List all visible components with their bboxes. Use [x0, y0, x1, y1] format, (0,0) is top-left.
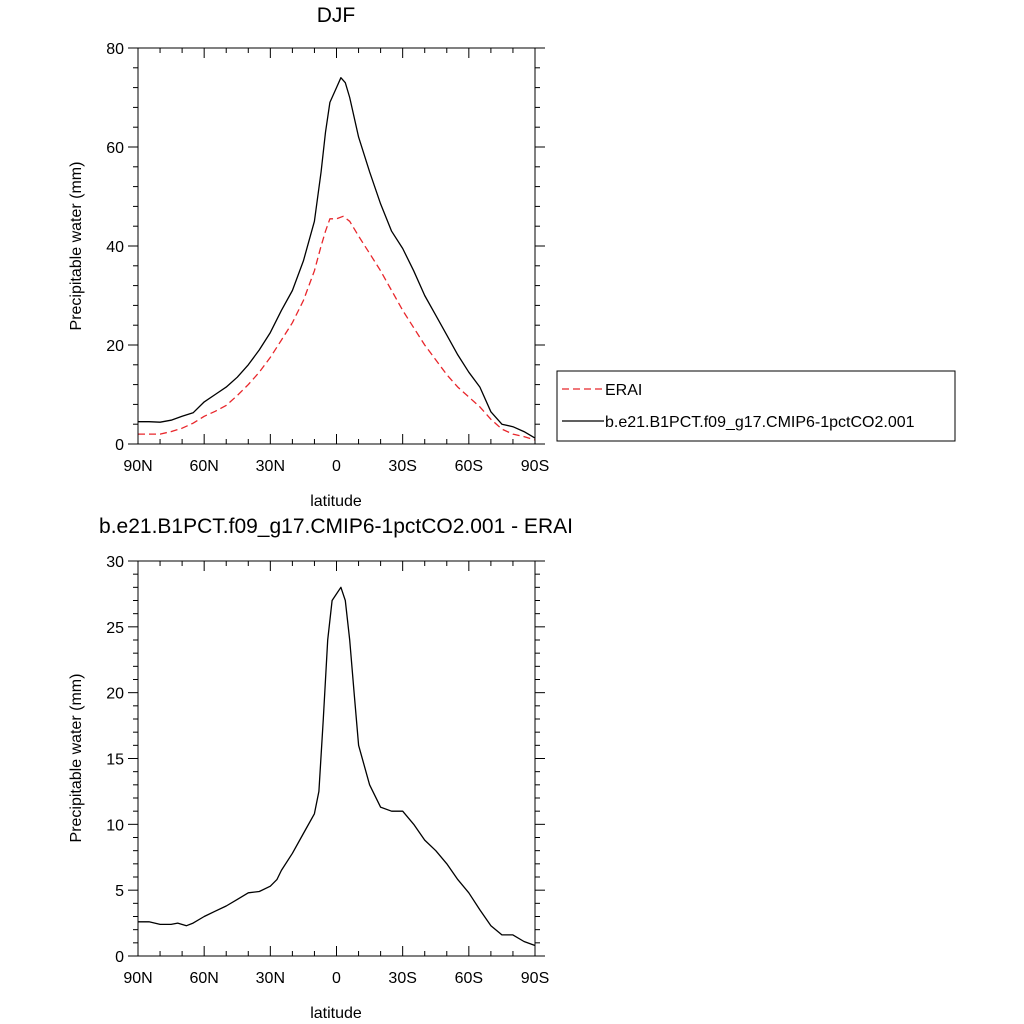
series-line-erai — [138, 215, 536, 441]
legend-box — [556, 370, 956, 442]
x-tick-label: 30N — [256, 970, 285, 987]
y-tick-label: 60 — [106, 140, 124, 157]
series-line-model — [138, 77, 536, 439]
y-tick-label: 0 — [115, 949, 124, 966]
tick-marks — [128, 47, 545, 445]
plot-frame — [137, 560, 536, 957]
y-tick-label: 10 — [106, 817, 124, 834]
difference-chart: b.e21.B1PCT.f09_g17.CMIP6-1pctCO2.001 - … — [68, 515, 573, 1022]
y-tick-label: 80 — [106, 41, 124, 58]
x-tick-label: 0 — [332, 458, 341, 475]
data-lines — [138, 77, 536, 441]
y-tick-label: 0 — [115, 437, 124, 454]
x-tick-labels: 90N 60N 30N 0 30S 60S 90S — [123, 970, 549, 987]
y-tick-label: 20 — [106, 686, 124, 703]
y-tick-label: 40 — [106, 239, 124, 256]
legend-model-label: b.e21.B1PCT.f09_g17.CMIP6-1pctCO2.001 — [605, 414, 915, 431]
y-tick-labels: 0 5 10 15 20 25 30 — [106, 554, 124, 966]
x-tick-label: 90S — [521, 458, 549, 475]
x-axis-label: latitude — [310, 493, 362, 510]
chart-title: b.e21.B1PCT.f09_g17.CMIP6-1pctCO2.001 - … — [99, 515, 573, 538]
y-axis-label: Precipitable water (mm) — [68, 674, 85, 843]
djf-chart: DJF 90N 60N 30N 0 30S 60S 90S 0 20 40 60 80 latitu… — [68, 4, 549, 510]
y-tick-label: 25 — [106, 620, 124, 637]
legend-erai-label: ERAI — [605, 382, 642, 399]
plot-frame — [137, 47, 536, 445]
data-lines — [138, 586, 536, 947]
y-tick-label: 15 — [106, 752, 124, 769]
x-tick-label: 60N — [189, 970, 218, 987]
chart-title: DJF — [317, 4, 356, 27]
x-tick-label: 90S — [521, 970, 549, 987]
x-tick-labels: 90N 60N 30N 0 30S 60S 90S — [123, 458, 549, 475]
x-tick-label: 60N — [189, 458, 218, 475]
x-tick-label: 90N — [123, 970, 152, 987]
series-line-difference — [138, 586, 536, 947]
x-tick-label: 60S — [455, 970, 483, 987]
x-tick-label: 30S — [388, 970, 416, 987]
y-axis-label: Precipitable water (mm) — [68, 162, 85, 331]
x-tick-label: 0 — [332, 970, 341, 987]
x-tick-label: 60S — [455, 458, 483, 475]
y-tick-label: 20 — [106, 338, 124, 355]
x-tick-label: 30S — [388, 458, 416, 475]
legend: ERAI b.e21.B1PCT.f09_g17.CMIP6-1pctCO2.0… — [556, 370, 956, 442]
tick-marks — [128, 560, 545, 957]
y-tick-labels: 0 20 40 60 80 — [106, 41, 124, 454]
y-tick-label: 5 — [115, 883, 124, 900]
x-axis-label: latitude — [310, 1005, 362, 1022]
x-tick-label: 30N — [256, 458, 285, 475]
x-tick-label: 90N — [123, 458, 152, 475]
y-tick-label: 30 — [106, 554, 124, 571]
